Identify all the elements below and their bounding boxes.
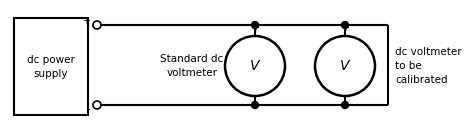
Text: Standard dc
voltmeter: Standard dc voltmeter [160, 54, 224, 78]
Text: V: V [340, 59, 350, 73]
Text: -: - [86, 104, 90, 114]
Circle shape [252, 22, 258, 28]
Text: +: + [251, 23, 259, 33]
Text: -: - [253, 97, 257, 107]
Circle shape [341, 101, 348, 109]
Circle shape [341, 22, 348, 28]
Text: dc power
supply: dc power supply [27, 55, 75, 79]
Text: -: - [343, 97, 347, 107]
Text: +: + [341, 23, 349, 33]
Text: +: + [82, 16, 90, 26]
Text: V: V [250, 59, 260, 73]
Circle shape [252, 101, 258, 109]
Text: dc voltmeter
to be
calibrated: dc voltmeter to be calibrated [395, 47, 462, 85]
